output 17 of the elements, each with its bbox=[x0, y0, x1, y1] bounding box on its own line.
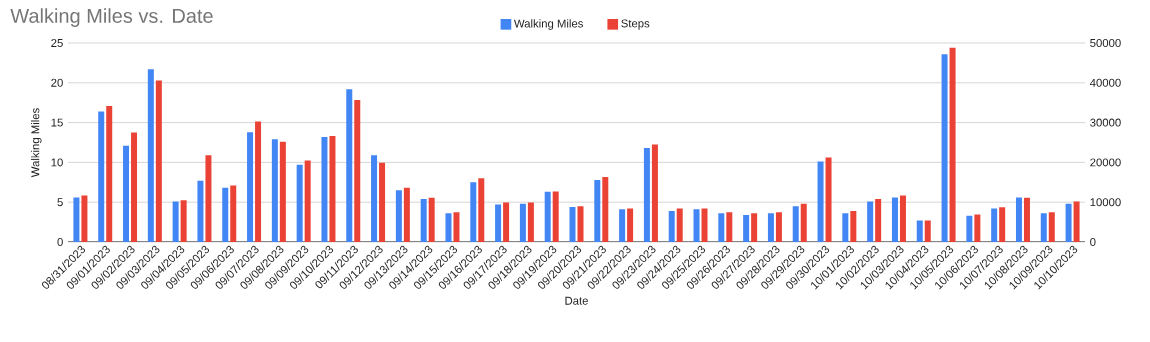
y2-tick-label: 30000 bbox=[1090, 118, 1121, 127]
y2-tick-label: 50000 bbox=[1090, 38, 1121, 47]
y2-tick-label: 10000 bbox=[1090, 198, 1121, 207]
y-tick-label: 10 bbox=[51, 158, 63, 167]
y-tick-label: 5 bbox=[57, 198, 63, 207]
chart-title: Walking Miles vs. Date bbox=[10, 8, 213, 27]
y-tick-label: 15 bbox=[51, 118, 63, 127]
y-tick-label: 25 bbox=[51, 38, 63, 47]
legend-label: Steps bbox=[621, 19, 650, 30]
y-tick-label: 0 bbox=[57, 237, 63, 246]
y-tick-label: 20 bbox=[51, 78, 63, 87]
legend-label: Walking Miles bbox=[513, 19, 583, 30]
y2-tick-label: 0 bbox=[1090, 237, 1096, 246]
y2-tick-label: 20000 bbox=[1090, 158, 1121, 167]
y-axis-title: Walking Miles bbox=[30, 108, 42, 178]
x-axis-title: Date bbox=[565, 296, 588, 305]
y2-tick-label: 40000 bbox=[1089, 78, 1121, 87]
